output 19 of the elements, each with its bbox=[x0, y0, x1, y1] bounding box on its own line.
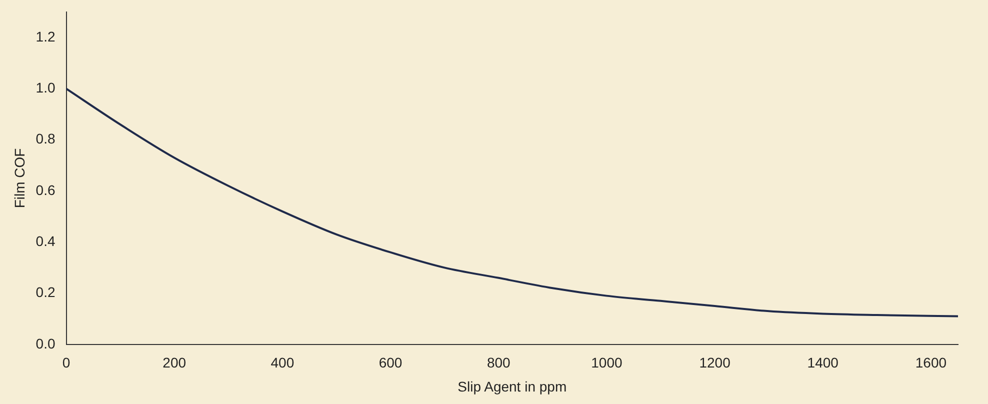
x-tick-label: 600 bbox=[378, 354, 402, 371]
y-tick-label: 0.2 bbox=[36, 284, 56, 300]
y-tick-label: 0.6 bbox=[36, 182, 56, 198]
x-tick-label: 1600 bbox=[915, 354, 947, 371]
y-tick-label: 0.8 bbox=[36, 130, 56, 147]
x-tick-label: 800 bbox=[486, 354, 511, 371]
y-tick-label: 1.2 bbox=[36, 28, 56, 44]
y-tick-label: 1.0 bbox=[36, 80, 56, 96]
y-tick-label: 0.4 bbox=[36, 232, 56, 249]
y-tick-label: 0.0 bbox=[36, 335, 56, 352]
x-tick-label: 400 bbox=[270, 354, 294, 371]
x-tick-label: 0 bbox=[62, 354, 70, 371]
x-tick-label: 1000 bbox=[591, 354, 622, 371]
y-axis-title: Film COF bbox=[11, 148, 28, 208]
x-tick-label: 1400 bbox=[807, 354, 839, 371]
x-axis-title: Slip Agent in ppm bbox=[458, 378, 567, 394]
x-tick-label: 1200 bbox=[699, 354, 731, 371]
x-tick-label: 200 bbox=[162, 354, 186, 371]
line-series bbox=[66, 88, 958, 318]
